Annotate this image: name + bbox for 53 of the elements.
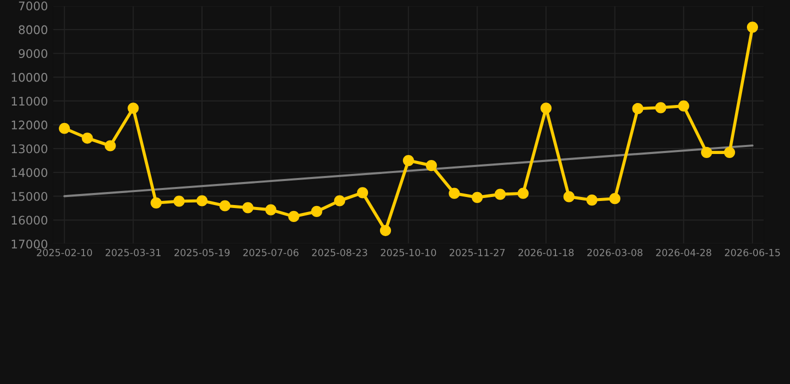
point	[82, 132, 93, 144]
point	[128, 102, 139, 114]
point	[609, 193, 620, 204]
point	[678, 100, 690, 112]
x-tick-label: 2025-10-10	[380, 248, 436, 256]
point	[402, 154, 414, 166]
x-tick-label: 2025-11-27	[450, 248, 505, 256]
point	[150, 197, 162, 208]
point	[219, 200, 230, 212]
point	[563, 191, 575, 202]
point	[334, 195, 346, 206]
x-tick-label: 2025-02-10	[36, 248, 92, 256]
point	[540, 102, 552, 114]
point	[357, 187, 368, 198]
point	[426, 160, 437, 172]
x-tick-label: 2026-06-15	[724, 248, 780, 256]
y-tick-label: 10000	[12, 72, 48, 82]
point	[104, 140, 116, 152]
y-tick-label: 8000	[18, 25, 48, 34]
y-tick-label: 16000	[12, 216, 48, 225]
point	[632, 103, 644, 114]
point	[701, 146, 712, 158]
point	[746, 22, 758, 33]
y-tick-label: 13000	[12, 144, 48, 154]
y-tick-label: 11000	[12, 96, 48, 106]
x-tick-label: 2026-01-18	[518, 248, 574, 256]
point	[265, 204, 276, 216]
point	[174, 196, 185, 207]
point	[448, 188, 460, 199]
x-tick-label: 2025-05-19	[174, 248, 230, 256]
point	[242, 202, 254, 214]
point	[311, 206, 322, 218]
y-tick-label: 7000	[18, 1, 48, 10]
x-tick-label: 2025-03-31	[106, 248, 161, 256]
point	[518, 188, 529, 199]
point	[655, 102, 666, 114]
x-tick-label: 2026-03-08	[587, 248, 642, 256]
point	[724, 146, 736, 158]
y-tick-label: 9000	[18, 49, 48, 58]
y-tick-label: 12000	[12, 120, 48, 130]
point	[472, 192, 483, 203]
point	[380, 224, 392, 236]
x-tick-label: 2026-04-28	[656, 248, 712, 256]
x-tick-label: 2025-07-06	[243, 248, 298, 256]
point	[494, 188, 506, 200]
point	[586, 194, 598, 206]
y-tick-label: 15000	[12, 192, 48, 201]
y-tick-label: 17000	[12, 240, 48, 248]
y-tick-label: 14000	[12, 168, 48, 178]
x-tick-label: 2025-08-23	[312, 248, 368, 256]
point	[58, 122, 70, 134]
point	[288, 210, 300, 222]
point	[196, 195, 208, 206]
